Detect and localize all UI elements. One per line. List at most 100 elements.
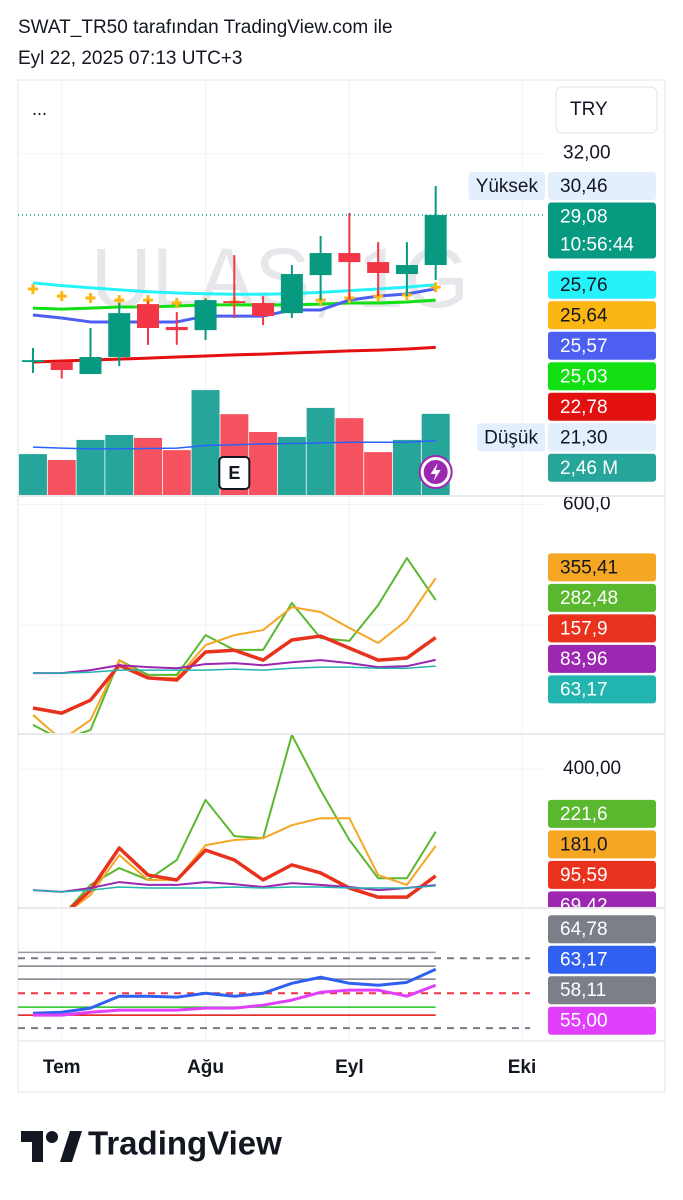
candle-body	[424, 215, 447, 266]
price-badge-label: 29,08	[560, 207, 608, 228]
currency-box[interactable]	[555, 86, 658, 134]
candle-body	[79, 357, 102, 375]
pane	[18, 909, 530, 1040]
price-badge-label: 2,46 M	[560, 458, 618, 479]
pane: ULAS, 1GE	[18, 80, 545, 495]
price-badge-label: 63,17	[560, 950, 608, 971]
price-badge-label: 25,76	[560, 275, 608, 296]
price-badge	[548, 331, 656, 360]
x-tick-label: Eki	[508, 1057, 537, 1078]
price-badge	[548, 614, 656, 643]
cross-marker	[27, 283, 38, 294]
price-badge	[548, 915, 656, 944]
logo-mark	[46, 1131, 58, 1143]
volume-bar	[18, 454, 47, 495]
y-tick-label: 32,00	[563, 143, 611, 164]
indicator-line	[32, 967, 437, 1015]
logo-mark	[60, 1131, 82, 1162]
logo-text: TradingView	[88, 1125, 282, 1162]
indicator-line	[32, 983, 437, 1017]
y-tick-label: 400,00	[563, 758, 621, 779]
indicator-line	[69, 735, 437, 907]
price-badge-label: 282,48	[560, 588, 618, 609]
indicator-line	[32, 881, 436, 893]
price-badge	[548, 799, 656, 828]
cross-marker	[85, 293, 96, 304]
price-badge	[548, 270, 656, 299]
price-badge	[548, 362, 656, 391]
event-marker	[218, 456, 251, 490]
cross-marker	[56, 291, 67, 302]
price-badge-name: Yüksek	[476, 176, 539, 197]
price-badge	[548, 1006, 656, 1035]
x-tick-label: Tem	[43, 1057, 81, 1078]
menu-button[interactable]: ...	[32, 99, 47, 119]
cross-marker	[171, 298, 182, 309]
price-badge-label: 63,17	[560, 679, 608, 700]
price-badge-label: 355,41	[560, 557, 618, 578]
price-badge-label: 69,42	[560, 895, 608, 916]
price-badge-label: 221,6	[560, 804, 608, 825]
header-title: SWAT_TR50 tarafından TradingView.com ile	[18, 17, 393, 38]
candle-body	[367, 262, 390, 274]
chart-frame	[17, 79, 666, 1093]
price-badge	[548, 976, 656, 1005]
volume-bar	[249, 431, 278, 495]
tradingview-logo: TradingView	[21, 1125, 282, 1162]
candle-body	[108, 313, 131, 358]
volume-bar	[335, 418, 364, 495]
price-badge	[548, 830, 656, 859]
volume-bar	[277, 436, 306, 495]
price-badge	[548, 583, 656, 612]
price-badge-label: 25,03	[560, 366, 608, 387]
indicator-line	[32, 885, 436, 893]
indicator-line	[72, 817, 437, 907]
indicator-line	[32, 665, 436, 674]
event-icon	[430, 463, 441, 481]
price-badge-label: 181,0	[560, 834, 608, 855]
price-badge-label: 83,96	[560, 649, 608, 670]
price-badge	[548, 644, 656, 673]
price-badge-label: 157,9	[560, 618, 608, 639]
price-badge	[548, 453, 656, 482]
volume-bar	[191, 390, 220, 495]
price-badge-label: 10:56:44	[560, 235, 634, 256]
price-badge-label: 95,59	[560, 865, 608, 886]
x-tick-label: Eyl	[335, 1057, 364, 1078]
candle-body	[252, 303, 275, 317]
candle-body	[21, 360, 44, 363]
price-badge	[548, 423, 656, 452]
price-badge-label: 21,30	[560, 427, 608, 448]
volume-bar	[105, 434, 134, 495]
candle-body	[137, 304, 160, 329]
price-badge	[548, 553, 656, 582]
price-badge-label: 58,11	[560, 980, 606, 1001]
price-badge	[548, 860, 656, 889]
volume-bar	[392, 439, 421, 495]
price-badge	[548, 172, 656, 201]
cross-marker	[430, 282, 441, 293]
candle-body	[395, 265, 418, 275]
x-tick-label: Ağu	[187, 1057, 224, 1078]
price-badge-name: Düşük	[484, 427, 538, 448]
pane	[18, 735, 545, 907]
volume-bar	[306, 407, 335, 495]
volume-bar	[162, 450, 191, 495]
pane	[18, 497, 545, 733]
price-axis: 64,78 63,17 58,11 55,00	[548, 915, 656, 1035]
volume-bar	[47, 460, 76, 495]
candle-body	[165, 326, 188, 331]
candle-body	[223, 301, 246, 304]
price-badge-label: 55,00	[560, 1011, 608, 1032]
indicator-line	[32, 658, 436, 675]
candle-body	[280, 274, 303, 314]
price-axis: 32,00 30,46 Yüksek 29,08 10:56:44 25,76 25,64 2…	[468, 143, 656, 482]
price-badge	[548, 392, 656, 421]
volume-bar	[364, 452, 393, 495]
price-badge-label: 25,64	[560, 305, 608, 326]
currency[interactable]: TRY	[570, 99, 608, 120]
price-badge	[548, 301, 656, 330]
indicator-line	[32, 634, 437, 715]
